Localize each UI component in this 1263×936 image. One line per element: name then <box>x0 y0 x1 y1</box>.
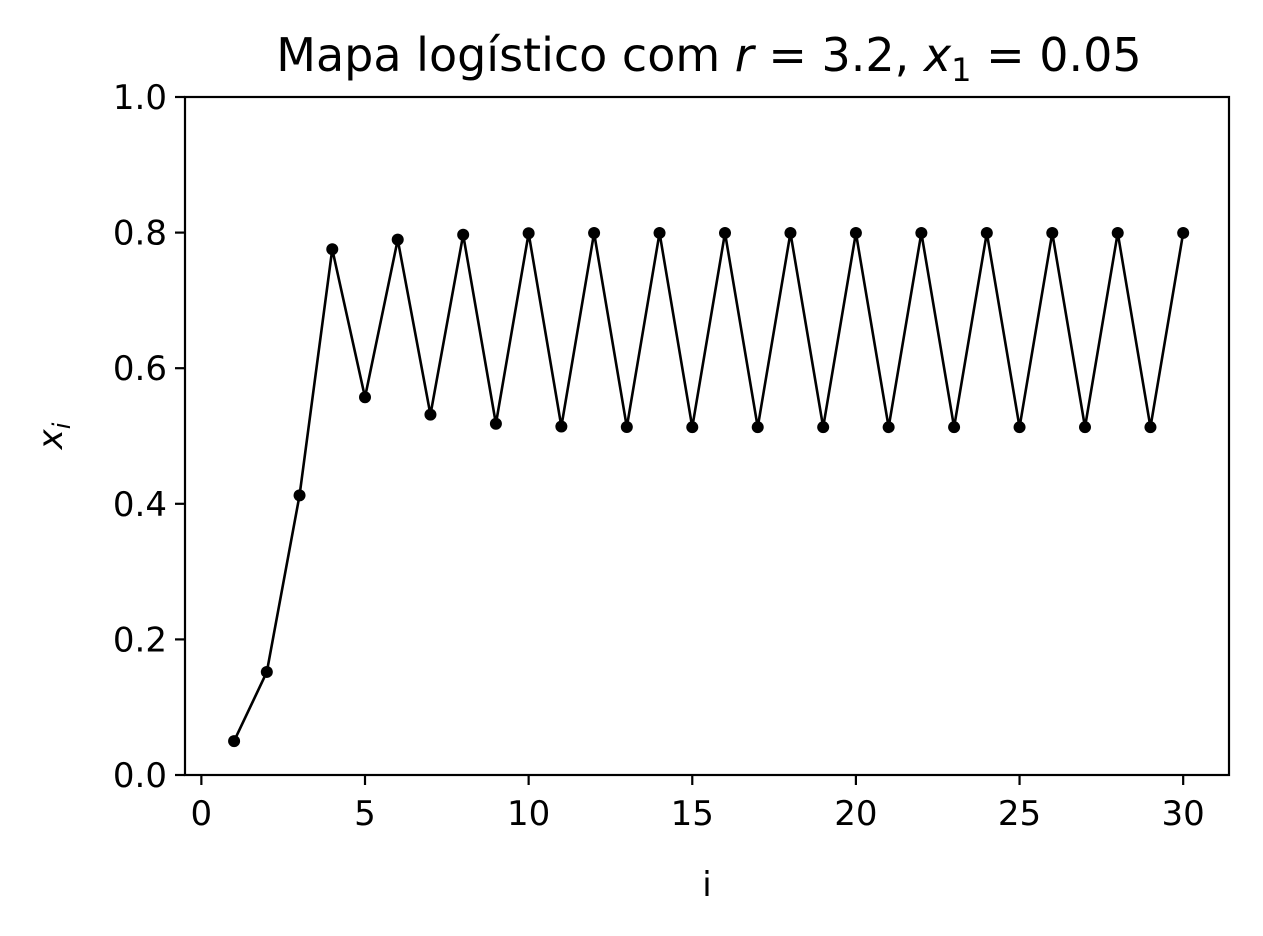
data-point <box>293 489 306 502</box>
data-point <box>588 227 601 240</box>
data-point <box>620 421 633 434</box>
x-axis-ticks: 0 5 10 15 20 25 30 <box>191 775 1205 834</box>
title-r-value: = 3.2, <box>754 28 924 82</box>
data-point <box>326 243 339 256</box>
data-point <box>260 665 273 678</box>
data-point <box>391 233 404 246</box>
x-tick-label: 25 <box>998 794 1041 834</box>
data-point <box>653 226 666 239</box>
title-x-sub: 1 <box>951 51 971 89</box>
data-point <box>751 421 764 434</box>
data-point <box>522 227 535 240</box>
data-point <box>1177 226 1190 239</box>
data-point <box>228 735 241 748</box>
x-tick-label: 20 <box>834 794 877 834</box>
data-point <box>882 421 895 434</box>
data-point <box>719 226 731 239</box>
y-tick-label: 1.0 <box>113 78 167 118</box>
data-point <box>1111 226 1124 239</box>
data-point <box>948 421 961 434</box>
series-group <box>228 226 1190 748</box>
y-axis-label-sub: i <box>48 422 76 429</box>
title-x-symbol: x <box>922 28 952 82</box>
data-point <box>784 226 797 239</box>
data-point <box>457 228 470 241</box>
y-tick-label: 0.6 <box>113 349 167 389</box>
data-point <box>424 408 437 421</box>
x-tick-label: 10 <box>507 794 550 834</box>
y-tick-label: 0.4 <box>113 485 167 525</box>
y-axis-label: xi <box>31 422 76 450</box>
data-point <box>359 391 371 404</box>
chart-title: Mapa logístico com r = 3.2, x1 = 0.05 <box>276 28 1141 89</box>
data-point <box>980 226 993 239</box>
data-point <box>555 420 568 433</box>
data-point <box>849 226 862 239</box>
y-tick-label: 0.0 <box>113 756 167 796</box>
data-point <box>1144 421 1157 434</box>
y-axis-label-symbol: x <box>31 428 71 450</box>
y-tick-label: 0.2 <box>113 620 167 660</box>
data-point <box>1046 226 1059 239</box>
data-point <box>915 226 928 239</box>
data-point <box>1013 421 1026 434</box>
x-axis-label: i <box>702 865 711 905</box>
x-tick-label: 15 <box>671 794 714 834</box>
x-tick-label: 30 <box>1162 794 1205 834</box>
series-line <box>232 232 1185 742</box>
title-prefix: Mapa logístico com <box>276 28 735 82</box>
plot-frame <box>183 95 1231 777</box>
data-point <box>686 421 699 434</box>
y-tick-label: 0.8 <box>113 214 167 254</box>
x-tick-label: 5 <box>354 794 376 834</box>
x-tick-label: 0 <box>191 794 213 834</box>
data-point <box>817 421 830 434</box>
data-point <box>1079 421 1091 434</box>
title-r-symbol: r <box>735 28 757 82</box>
y-axis-ticks: 0.0 0.2 0.4 0.6 0.8 1.0 <box>113 78 185 796</box>
title-x-value: = 0.05 <box>971 28 1141 82</box>
data-point <box>489 417 502 430</box>
